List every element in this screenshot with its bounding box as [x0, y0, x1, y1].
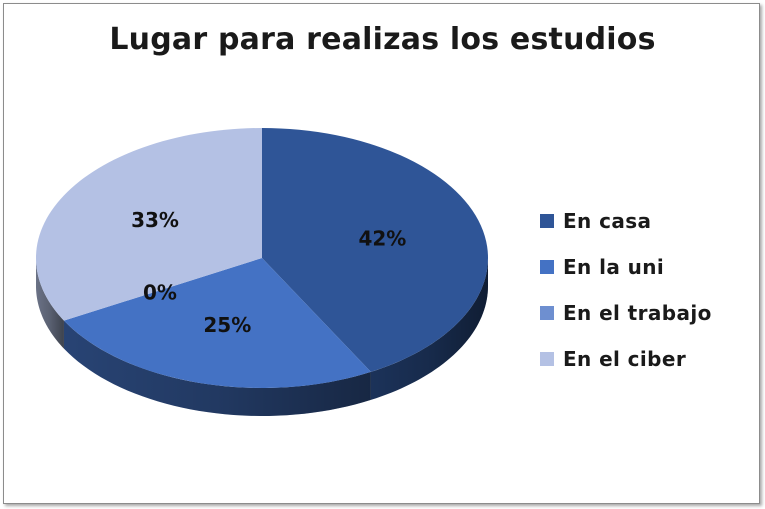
pie-depth — [36, 258, 488, 416]
legend-item-1: En la uni — [540, 244, 712, 290]
pie-slice-3 — [35, 128, 263, 321]
chart-title: Lugar para realizas los estudios — [109, 22, 656, 57]
legend-label-1: En la uni — [563, 255, 665, 279]
legend-swatch-1 — [540, 260, 554, 274]
legend: En casa En la uni En el trabajo En el ciber — [540, 198, 712, 382]
pie-slices — [35, 128, 489, 389]
pie-slice-0 — [262, 128, 489, 372]
pie-side-shade-1 — [63, 320, 371, 416]
pie-data-labels: 42% 25% 0% 33% — [131, 208, 406, 337]
legend-swatch-2 — [540, 306, 554, 320]
pie-data-label-0: 42% — [358, 227, 406, 251]
legend-item-2: En el trabajo — [540, 290, 712, 336]
legend-label-0: En casa — [563, 209, 652, 233]
legend-swatch-0 — [540, 214, 554, 228]
pie-data-label-1: 25% — [203, 313, 251, 337]
pie-side-shade-3 — [36, 258, 64, 349]
legend-item-3: En el ciber — [540, 336, 712, 382]
pie-data-label-2: 0% — [143, 281, 177, 305]
pie-slice-1 — [63, 258, 371, 389]
legend-label-3: En el ciber — [563, 347, 687, 371]
legend-swatch-3 — [540, 352, 554, 366]
legend-item-0: En casa — [540, 198, 712, 244]
pie-side-shade-0 — [370, 258, 488, 400]
legend-label-2: En el trabajo — [563, 301, 712, 325]
pie-data-label-3: 33% — [131, 208, 179, 232]
